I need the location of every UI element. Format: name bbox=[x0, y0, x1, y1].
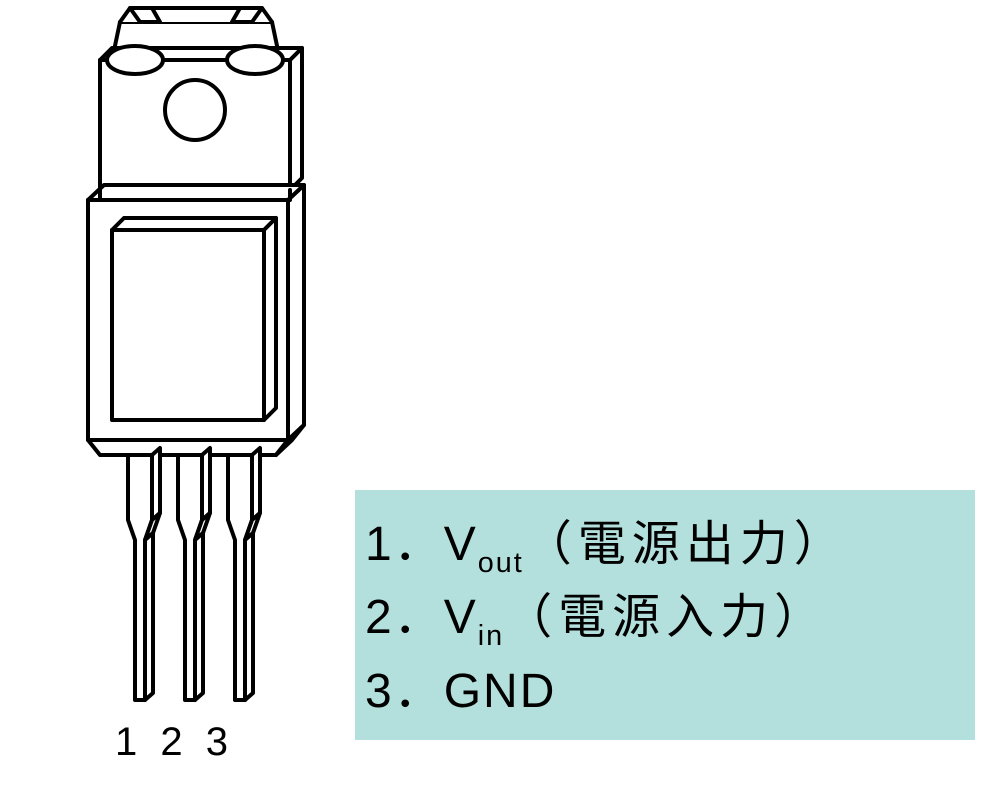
to220-package-drawing bbox=[40, 0, 340, 725]
pin-number-labels: 1 2 3 bbox=[115, 720, 234, 765]
legend-num: 3 bbox=[365, 657, 394, 727]
pinout-legend: 1．Vout（電源出力） 2．Vin（電源入力） 3．GND bbox=[355, 490, 975, 740]
legend-jp: （電源入力） bbox=[504, 591, 828, 644]
legend-num: 2 bbox=[365, 583, 394, 653]
legend-symbol: V bbox=[444, 591, 478, 644]
legend-jp: （電源出力） bbox=[524, 518, 848, 571]
legend-subscript: out bbox=[478, 547, 524, 579]
legend-subscript: in bbox=[478, 620, 504, 652]
legend-num: 1 bbox=[365, 510, 394, 580]
legend-row-3: 3．GND bbox=[365, 657, 965, 730]
legend-row-2: 2．Vin（電源入力） bbox=[365, 583, 965, 656]
legend-symbol: V bbox=[444, 518, 478, 571]
legend-row-1: 1．Vout（電源出力） bbox=[365, 510, 965, 583]
legend-symbol: GND bbox=[444, 665, 557, 718]
